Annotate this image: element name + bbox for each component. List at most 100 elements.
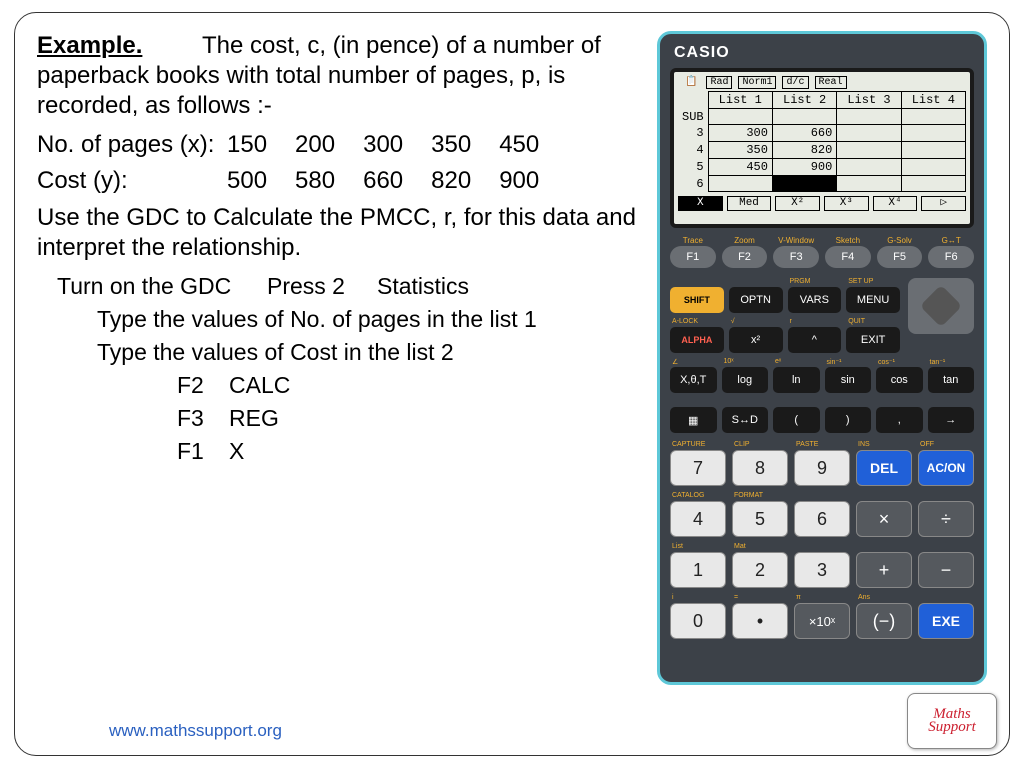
calculator: CASIO 📋 Rad Norm1 d/c Real List 1 List 2…	[657, 31, 987, 685]
del-button[interactable]: DEL	[856, 450, 912, 486]
problem-statement: Example. The cost, c, (in pence) of a nu…	[37, 31, 637, 121]
nlabel: i	[670, 594, 726, 603]
vars-button[interactable]: VARS	[788, 287, 842, 313]
key-9[interactable]: 9	[794, 450, 850, 486]
step-line: Turn on the GDC Press 2 Statistics	[57, 273, 637, 300]
f3-button[interactable]: F3	[773, 246, 819, 268]
f2-button[interactable]: F2	[722, 246, 768, 268]
calc-screen: 📋 Rad Norm1 d/c Real List 1 List 2 List …	[670, 68, 974, 228]
softkey[interactable]: Med	[727, 196, 772, 211]
flabel: Zoom	[722, 236, 768, 245]
flabel: Trace	[670, 236, 716, 245]
fstep: F3 REG	[177, 405, 637, 432]
key-5[interactable]: 5	[732, 501, 788, 537]
y-values: 500 580 660 820 900	[227, 167, 539, 195]
sd-button[interactable]: S↔D	[722, 407, 769, 433]
multiply-button[interactable]: ×	[856, 501, 912, 537]
key-dot[interactable]: •	[732, 603, 788, 639]
y-val: 900	[499, 167, 539, 195]
ac-button[interactable]: AC/ON	[918, 450, 974, 486]
nlabel: Mat	[732, 543, 788, 552]
logo-line2: Support	[928, 721, 976, 735]
fkey-label: X	[229, 438, 244, 465]
example-label: Example.	[37, 32, 142, 59]
dpad[interactable]	[908, 278, 974, 334]
sub-label: SUB	[678, 109, 708, 125]
f4-button[interactable]: F4	[825, 246, 871, 268]
klabel: ∠	[670, 358, 717, 367]
exit-button[interactable]: EXIT	[846, 327, 900, 353]
function-keys: PRGMSET UP SHIFT OPTN VARS MENU A-LOCK√r…	[670, 278, 974, 433]
row-idx: 3	[678, 125, 708, 142]
y-val: 500	[227, 167, 267, 195]
key-1[interactable]: 1	[670, 552, 726, 588]
exe-button[interactable]: EXE	[918, 603, 974, 639]
plus-button[interactable]: +	[856, 552, 912, 588]
menu-button[interactable]: MENU	[846, 287, 900, 313]
col-head: List 4	[901, 92, 965, 109]
exp-button[interactable]: ×10ˣ	[794, 603, 850, 639]
key-6[interactable]: 6	[794, 501, 850, 537]
key-8[interactable]: 8	[732, 450, 788, 486]
comma-button[interactable]: ,	[876, 407, 923, 433]
key-7[interactable]: 7	[670, 450, 726, 486]
x2-button[interactable]: x²	[729, 327, 783, 353]
fkey: F3	[177, 405, 229, 432]
status-norm: Norm1	[738, 76, 776, 89]
softkey[interactable]: ▷	[921, 196, 966, 211]
klabel: cos⁻¹	[876, 358, 923, 367]
footer-url[interactable]: www.mathssupport.org	[109, 721, 282, 741]
shift-button[interactable]: SHIFT	[670, 287, 724, 313]
status-dc: d/c	[782, 76, 808, 89]
key-3[interactable]: 3	[794, 552, 850, 588]
frac-button[interactable]: ▦	[670, 407, 717, 433]
y-val: 820	[431, 167, 471, 195]
key-4[interactable]: 4	[670, 501, 726, 537]
klabel: A-LOCK	[670, 318, 724, 327]
arrow-button[interactable]: →	[928, 407, 975, 433]
divide-button[interactable]: ÷	[918, 501, 974, 537]
nlabel: CATALOG	[670, 492, 726, 501]
x-val: 450	[499, 131, 539, 159]
log-button[interactable]: log	[722, 367, 769, 393]
row-idx: 6	[678, 176, 708, 192]
f5-button[interactable]: F5	[877, 246, 923, 268]
step-press2: Press 2	[267, 273, 377, 300]
softkey[interactable]: X⁴	[873, 196, 918, 211]
x-val: 300	[363, 131, 403, 159]
softkey[interactable]: X²	[775, 196, 820, 211]
flabel: V-Window	[773, 236, 819, 245]
slide-frame: Example. The cost, c, (in pence) of a nu…	[14, 12, 1010, 756]
xthetat-button[interactable]: X,θ,T	[670, 367, 717, 393]
softkey[interactable]: X³	[824, 196, 869, 211]
cursor-cell	[772, 176, 836, 192]
klabel: tan⁻¹	[928, 358, 975, 367]
lparen-button[interactable]: (	[773, 407, 820, 433]
alpha-button[interactable]: ALPHA	[670, 327, 724, 353]
tan-button[interactable]: tan	[928, 367, 975, 393]
cos-button[interactable]: cos	[876, 367, 923, 393]
instruction: Use the GDC to Calculate the PMCC, r, fo…	[37, 203, 637, 263]
steps: Turn on the GDC Press 2 Statistics Type …	[57, 273, 637, 465]
nlabel: FORMAT	[732, 492, 788, 501]
power-button[interactable]: ^	[788, 327, 842, 353]
flabel: G-Solv	[877, 236, 923, 245]
f6-button[interactable]: F6	[928, 246, 974, 268]
cell: 350	[708, 142, 772, 159]
nlabel: =	[732, 594, 788, 603]
neg-button[interactable]: (−)	[856, 603, 912, 639]
rparen-button[interactable]: )	[825, 407, 872, 433]
klabel: QUIT	[846, 318, 900, 327]
flabel: Sketch	[825, 236, 871, 245]
key-0[interactable]: 0	[670, 603, 726, 639]
f1-button[interactable]: F1	[670, 246, 716, 268]
sin-button[interactable]: sin	[825, 367, 872, 393]
klabel: PRGM	[788, 278, 842, 287]
flabel: G↔T	[928, 236, 974, 245]
key-2[interactable]: 2	[732, 552, 788, 588]
minus-button[interactable]: −	[918, 552, 974, 588]
softkey[interactable]: X	[678, 196, 723, 211]
fstep: F1 X	[177, 438, 637, 465]
ln-button[interactable]: ln	[773, 367, 820, 393]
optn-button[interactable]: OPTN	[729, 287, 783, 313]
